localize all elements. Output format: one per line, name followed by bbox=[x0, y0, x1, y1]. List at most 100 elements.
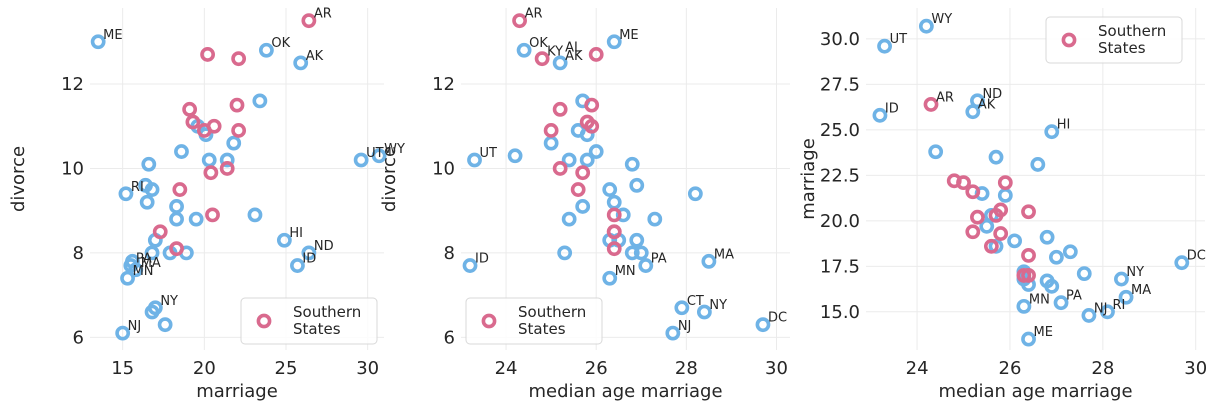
legend-label-line: States bbox=[518, 320, 566, 338]
y-tick-label: 20.0 bbox=[820, 211, 860, 232]
state-label: AK bbox=[306, 49, 324, 64]
point-nonsouthern bbox=[997, 187, 1013, 203]
point-southern bbox=[200, 47, 215, 62]
point-southern bbox=[205, 207, 220, 223]
legend-label: Southern States bbox=[518, 303, 586, 338]
panel-median-age-vs-divorce: 24 26 28 30 6 8 10 12 median age marriage divorce… bbox=[379, 7, 790, 402]
point-nonsouthern bbox=[1021, 331, 1036, 347]
state-label: HI bbox=[1057, 118, 1071, 133]
state-label: ID bbox=[885, 101, 899, 116]
legend-label-line: States bbox=[293, 320, 341, 338]
legend-label: Southern States bbox=[1098, 22, 1166, 57]
point-southern bbox=[606, 207, 622, 223]
point-southern bbox=[993, 226, 1009, 241]
x-tick-label: 30 bbox=[356, 358, 379, 379]
state-label: OK bbox=[529, 36, 548, 51]
state-label: PA bbox=[1066, 289, 1082, 304]
point-southern bbox=[152, 224, 168, 240]
x-tick-label: 24 bbox=[906, 358, 929, 379]
point-nonsouthern bbox=[144, 245, 160, 261]
point-southern bbox=[1016, 268, 1032, 283]
point-southern bbox=[301, 13, 317, 29]
state-label: ND bbox=[982, 87, 1002, 102]
point-nonsouthern bbox=[561, 211, 577, 227]
point-nonsouthern bbox=[139, 194, 155, 210]
point-southern bbox=[552, 101, 568, 117]
x-tick-label: 20 bbox=[193, 358, 216, 379]
point-nonsouthern bbox=[606, 194, 622, 210]
y-tick-label: 17.5 bbox=[820, 256, 860, 277]
point-nonsouthern bbox=[872, 107, 888, 123]
point-nonsouthern bbox=[575, 199, 591, 214]
point-southern bbox=[606, 224, 622, 240]
point-nonsouthern bbox=[1174, 255, 1190, 271]
point-southern bbox=[956, 175, 971, 191]
state-label: ND bbox=[314, 239, 334, 254]
y-tick-label: 10 bbox=[61, 158, 84, 179]
point-southern bbox=[983, 238, 999, 254]
point-nonsouthern bbox=[353, 152, 369, 168]
point-nonsouthern bbox=[615, 207, 631, 223]
x-tick-label: 25 bbox=[275, 358, 298, 379]
state-label: ID bbox=[302, 252, 316, 267]
point-nonsouthern bbox=[1118, 289, 1134, 305]
point-nonsouthern bbox=[1053, 295, 1069, 311]
state-label: UT bbox=[480, 146, 498, 161]
y-tick-label: 25.0 bbox=[820, 120, 860, 141]
point-nonsouthern bbox=[696, 304, 712, 320]
point-nonsouthern bbox=[588, 144, 604, 159]
state-label: ME bbox=[103, 28, 122, 43]
state-label: NY bbox=[709, 298, 727, 313]
state-label: PA bbox=[136, 252, 152, 267]
x-tick-label: 24 bbox=[495, 358, 518, 379]
point-southern bbox=[182, 101, 198, 117]
point-nonsouthern bbox=[928, 144, 944, 160]
state-label: AR bbox=[936, 90, 954, 105]
state-label: HI bbox=[289, 226, 303, 241]
point-nonsouthern bbox=[606, 34, 622, 50]
state-label: ID bbox=[475, 252, 489, 267]
point-southern bbox=[997, 175, 1013, 191]
point-southern bbox=[169, 241, 184, 257]
y-tick-label: 6 bbox=[444, 327, 455, 348]
legend-frame bbox=[240, 297, 378, 345]
point-southern bbox=[1021, 204, 1036, 220]
y-tick-label: 30.0 bbox=[820, 29, 860, 50]
x-tick-label: 26 bbox=[999, 358, 1022, 379]
state-label: UT bbox=[366, 146, 384, 161]
state-label: MN bbox=[133, 264, 154, 279]
point-nonsouthern bbox=[557, 245, 573, 261]
point-nonsouthern bbox=[219, 152, 235, 168]
x-tick-label: 28 bbox=[1091, 358, 1114, 379]
point-southern bbox=[588, 47, 604, 62]
x-tick-label: 30 bbox=[1184, 358, 1207, 379]
point-nonsouthern bbox=[647, 211, 663, 227]
x-axis-title: marriage bbox=[196, 381, 278, 402]
point-nonsouthern bbox=[1039, 229, 1055, 245]
x-tick-label: 30 bbox=[765, 358, 788, 379]
point-nonsouthern bbox=[1076, 266, 1092, 281]
x-axis-title: median age marriage bbox=[938, 381, 1132, 402]
point-nonsouthern bbox=[462, 258, 478, 273]
point-southern bbox=[970, 209, 985, 225]
state-label: NJ bbox=[1094, 301, 1108, 316]
y-tick-label: 15.0 bbox=[820, 302, 860, 323]
point-nonsouthern bbox=[371, 148, 387, 164]
point-nonsouthern bbox=[1007, 233, 1023, 249]
state-label: NJ bbox=[678, 319, 692, 334]
point-nonsouthern bbox=[624, 156, 640, 172]
point-southern bbox=[584, 118, 600, 134]
state-label: WY bbox=[931, 12, 952, 27]
point-southern bbox=[575, 165, 591, 181]
state-label: AR bbox=[525, 7, 543, 22]
point-nonsouthern bbox=[115, 325, 131, 341]
point-nonsouthern bbox=[624, 245, 640, 261]
point-nonsouthern bbox=[665, 325, 681, 341]
panel-marriage-vs-divorce: 15 20 25 30 6 8 10 12 marriage divorce ME AR OK AK RI U… bbox=[8, 7, 405, 402]
point-southern bbox=[229, 97, 245, 113]
y-tick-label: 27.5 bbox=[820, 74, 860, 95]
legend: Southern States bbox=[465, 297, 603, 345]
state-label: CT bbox=[687, 294, 704, 309]
y-tick-label: 8 bbox=[444, 243, 455, 264]
